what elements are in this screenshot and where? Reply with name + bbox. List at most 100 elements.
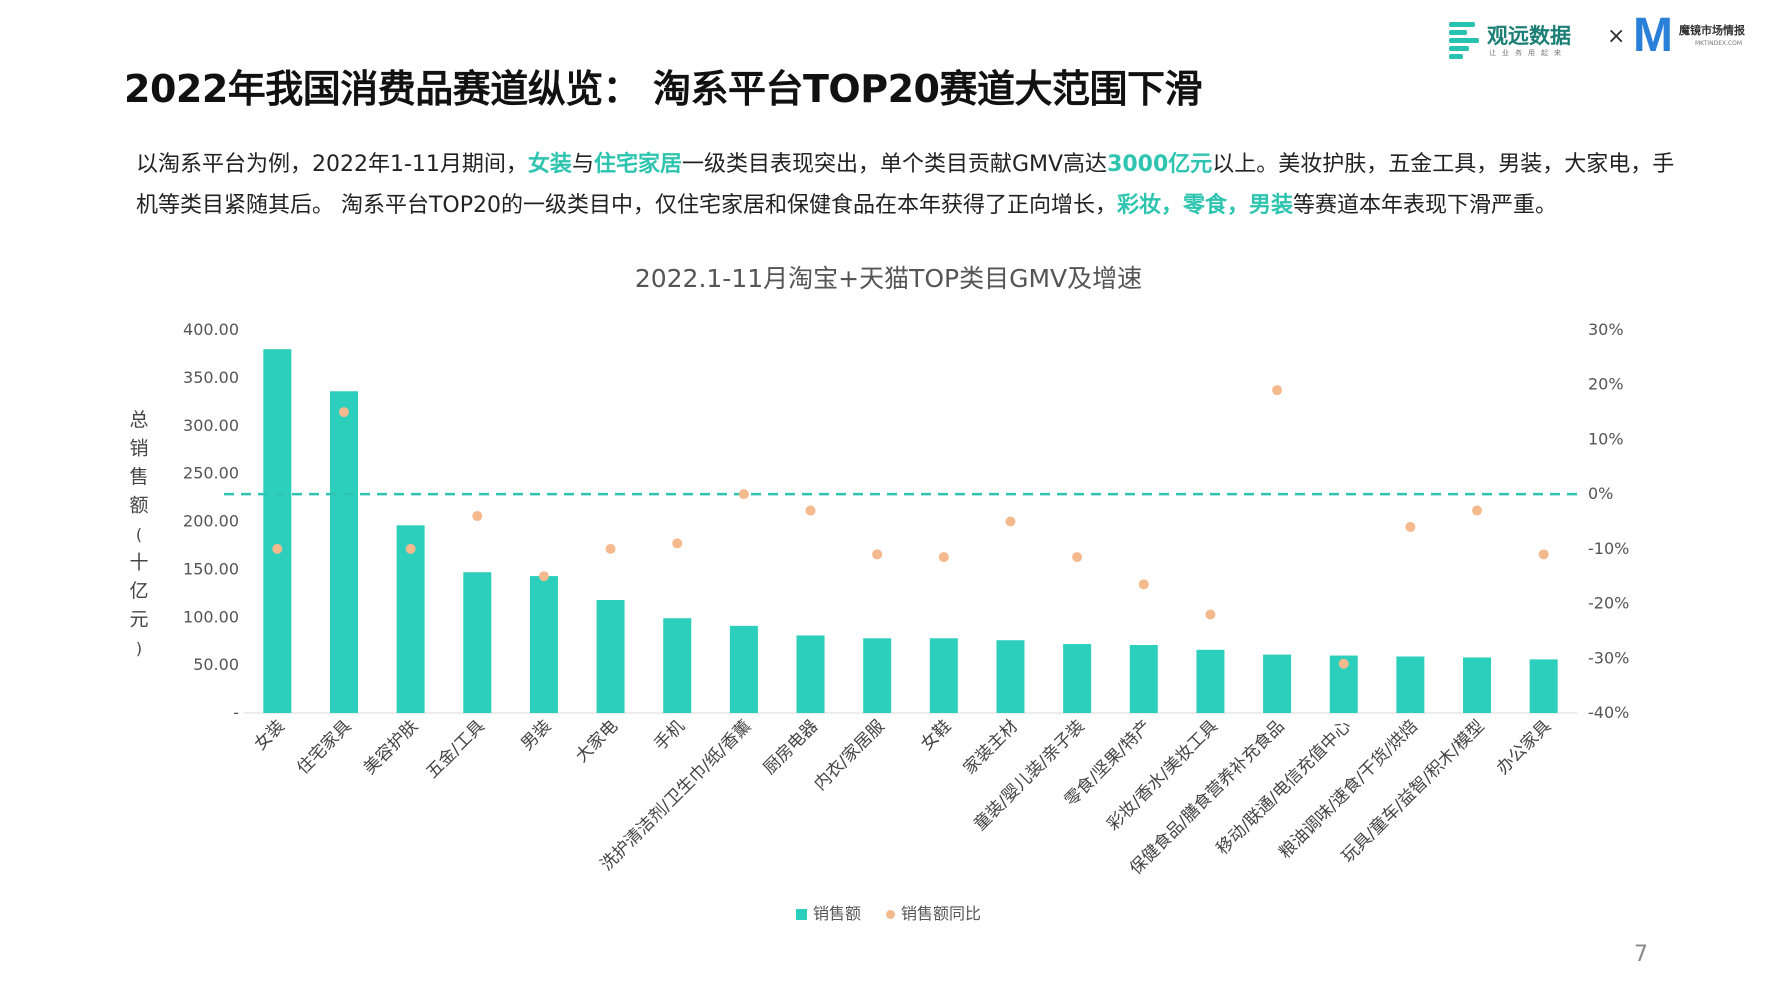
dot-yoy-growth xyxy=(672,538,683,549)
brand-logos: 观远数据 让业务用起来 × M 魔镜市场情报 MKTINDEX.COM xyxy=(1449,9,1749,76)
dot-yoy-growth xyxy=(1338,658,1349,669)
y-tick-label: 400.00 xyxy=(183,320,239,339)
guanyuan-logo: 观远数据 让业务用起来 xyxy=(1449,18,1599,70)
dot-yoy-growth xyxy=(538,571,549,582)
x-category-label: 彩妆/香水/美妆工具 xyxy=(1104,716,1222,834)
mojing-logo-domain: MKTINDEX.COM xyxy=(1695,40,1743,47)
bar-sales xyxy=(596,600,625,713)
dot-yoy-growth xyxy=(938,552,949,563)
y2-tick-label: 30% xyxy=(1588,320,1624,339)
x-category-label: 女装 xyxy=(251,716,289,754)
x-category-label: 五金/工具 xyxy=(423,716,489,782)
bar-sales xyxy=(529,576,558,713)
desc-text-3: 一级类目表现突出，单个类目贡献GMV高达 xyxy=(681,152,1108,177)
y-axis-label-char: 元 xyxy=(129,609,148,631)
mojing-logo-mark: M xyxy=(1633,9,1673,62)
bar-sales xyxy=(1396,656,1425,713)
bar-sales xyxy=(1196,649,1225,713)
desc-highlight-1: 女装 xyxy=(527,152,572,177)
chart-legend: 销售额 销售额同比 xyxy=(0,900,1777,924)
x-category-label: 厨房电器 xyxy=(760,716,822,778)
x-category-label: 家装主材 xyxy=(960,716,1022,778)
y2-tick-label: 0% xyxy=(1588,484,1613,503)
desc-highlight-4: 彩妆，零食，男装 xyxy=(1117,193,1294,218)
page-title: 2022年我国消费品赛道纵览： 淘系平台TOP20赛道大范围下滑 xyxy=(124,67,1202,111)
y2-tick-label: -20% xyxy=(1588,594,1629,613)
dot-yoy-growth xyxy=(338,407,349,418)
description-paragraph: 以淘系平台为例，2022年1-11月期间，女装与住宅家居一级类目表现突出，单个类… xyxy=(136,144,1686,226)
y-tick-label: 150.00 xyxy=(183,559,239,578)
bar-sales xyxy=(1129,645,1158,713)
bar-sales xyxy=(1063,644,1092,713)
y2-tick-label: 20% xyxy=(1588,375,1624,394)
bar-sales xyxy=(263,349,292,713)
legend-label-yoy: 销售额同比 xyxy=(901,904,982,923)
dot-yoy-growth xyxy=(805,505,816,516)
dot-yoy-growth xyxy=(738,489,749,500)
bar-sales xyxy=(396,525,425,713)
dot-yoy-growth xyxy=(1405,521,1416,532)
bar-sales xyxy=(1529,659,1558,713)
dot-yoy-growth xyxy=(1205,609,1216,620)
y-tick-label: 50.00 xyxy=(193,655,239,674)
x-category-label: 手机 xyxy=(651,716,689,754)
bar-sales xyxy=(1463,657,1492,713)
y-axis-label-char: 销 xyxy=(129,438,148,460)
dot-yoy-growth xyxy=(1072,552,1083,563)
cross-icon: × xyxy=(1607,24,1626,49)
y-axis-label-char: 售 xyxy=(129,466,148,488)
x-category-label: 童装/婴儿装/亲子装 xyxy=(970,716,1088,834)
dot-yoy-growth xyxy=(1538,549,1549,560)
bar-sales xyxy=(929,638,958,713)
x-category-label: 办公家具 xyxy=(1493,716,1555,778)
y-axis-label-char: ( xyxy=(136,525,142,544)
x-category-label: 内衣/家居服 xyxy=(810,716,888,794)
y-tick-label: 200.00 xyxy=(183,512,239,531)
desc-text-2: 与 xyxy=(571,152,594,177)
desc-highlight-3: 3000亿元 xyxy=(1107,152,1213,177)
page-number: 7 xyxy=(1634,942,1648,967)
desc-highlight-2: 住宅家居 xyxy=(593,152,682,177)
legend-label-sales: 销售额 xyxy=(812,904,861,923)
legend-item-yoy: 销售额同比 xyxy=(886,900,981,924)
bar-sales xyxy=(729,625,758,713)
y-axis-label-char: ) xyxy=(136,639,142,658)
y2-tick-label: -40% xyxy=(1588,703,1629,722)
bar-sales xyxy=(329,391,358,713)
dot-yoy-growth xyxy=(1472,505,1483,516)
dot-yoy-growth xyxy=(1272,385,1283,396)
y-tick-label: 100.00 xyxy=(183,607,239,626)
dot-yoy-growth xyxy=(405,543,416,554)
dot-yoy-growth xyxy=(472,511,483,522)
dot-yoy-growth xyxy=(1138,579,1149,590)
bar-sales xyxy=(1263,654,1292,713)
x-category-label: 移动/联通/电信充值中心 xyxy=(1213,716,1355,858)
mojing-logo-name: 魔镜市场情报 xyxy=(1679,24,1745,37)
x-category-label: 大家电 xyxy=(572,716,622,766)
bar-sales xyxy=(796,635,825,713)
dot-yoy-growth xyxy=(272,543,283,554)
y2-tick-label: -10% xyxy=(1588,539,1629,558)
desc-text-4: 以上。美妆护肤，五金工具，男装，大家电，手机等类目紧随其后。 淘系平台TOP20… xyxy=(136,152,1675,218)
bar-sales xyxy=(663,618,692,713)
desc-text-5: 等赛道本年表现下滑严重。 xyxy=(1293,193,1558,218)
legend-item-sales: 销售额 xyxy=(795,900,861,924)
x-category-label: 男装 xyxy=(517,716,555,754)
bar-sales xyxy=(996,640,1025,713)
y2-tick-label: -30% xyxy=(1588,648,1629,667)
y-axis-label-char: 亿 xyxy=(129,580,148,602)
chart-title: 2022.1-11月淘宝+天猫TOP类目GMV及增速 xyxy=(634,264,1143,293)
x-category-label: 美容护肤 xyxy=(360,716,422,778)
legend-swatch-dot xyxy=(886,910,896,919)
guanyuan-logo-slogan: 让业务用起来 xyxy=(1489,49,1567,57)
dot-yoy-growth xyxy=(872,549,883,560)
y-axis-label-char: 额 xyxy=(129,495,148,517)
y-axis-label-char: 总 xyxy=(129,409,148,431)
desc-text-1: 以淘系平台为例，2022年1-11月期间， xyxy=(136,152,528,177)
dot-yoy-growth xyxy=(605,543,616,554)
y-tick-label: 350.00 xyxy=(183,368,239,387)
y2-tick-label: 10% xyxy=(1588,429,1624,448)
mojing-logo: M 魔镜市场情报 MKTINDEX.COM xyxy=(1633,9,1749,68)
x-category-label: 女鞋 xyxy=(917,716,955,754)
